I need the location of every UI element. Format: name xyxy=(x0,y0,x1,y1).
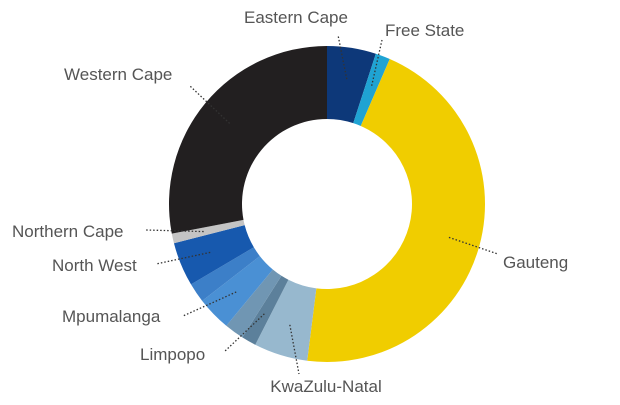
leader-lines-layer xyxy=(145,34,499,375)
slice-mpumalanga-2 xyxy=(191,247,260,301)
slice-label-northern-cape: Northern Cape xyxy=(12,222,124,241)
slice-limpopo-2 xyxy=(226,269,282,338)
leader-line-mpumalanga xyxy=(182,291,237,317)
slice-north-west xyxy=(173,225,254,285)
slice-label-gauteng: Gauteng xyxy=(503,253,568,272)
slice-mpumalanga xyxy=(202,256,273,326)
leader-line-free-state xyxy=(371,39,383,86)
slice-label-eastern-cape: Eastern Cape xyxy=(244,8,348,27)
slice-label-kwazulu-natal: KwaZulu-Natal xyxy=(270,377,382,396)
slice-label-mpumalanga: Mpumalanga xyxy=(62,307,161,326)
slice-limpopo xyxy=(242,275,289,345)
leader-line-north-west xyxy=(155,251,211,265)
leader-line-eastern-cape xyxy=(337,34,348,80)
slice-eastern-cape xyxy=(327,46,376,124)
slices-layer xyxy=(168,46,486,362)
leader-line-kwazulu-natal xyxy=(289,324,300,375)
slice-label-limpopo: Limpopo xyxy=(140,345,205,364)
slice-label-free-state: Free State xyxy=(385,21,464,40)
slice-label-western-cape: Western Cape xyxy=(64,65,172,84)
leader-line-limpopo xyxy=(223,313,265,353)
labels-layer: Eastern Cape Free State Gauteng KwaZulu-Nat… xyxy=(12,8,568,396)
slice-kwazulu-natal xyxy=(255,279,317,361)
slice-western-cape xyxy=(168,46,327,234)
leader-line-gauteng xyxy=(448,236,499,255)
slice-gauteng xyxy=(307,58,486,362)
slice-northern-cape xyxy=(171,219,245,244)
slice-label-north-west: North West xyxy=(52,256,137,275)
leader-line-northern-cape xyxy=(145,229,204,233)
slice-free-state xyxy=(353,53,390,126)
